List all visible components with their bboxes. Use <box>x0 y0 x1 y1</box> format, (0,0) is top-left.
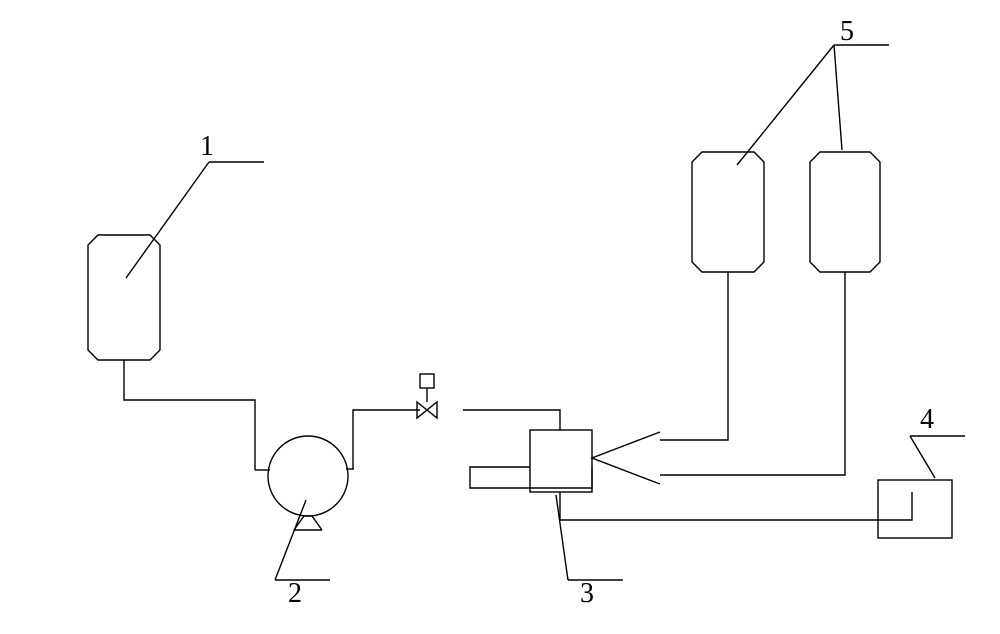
box <box>530 430 592 492</box>
pump <box>268 436 348 516</box>
callout-label: 4 <box>920 404 934 435</box>
box <box>878 480 952 538</box>
tank <box>692 152 764 272</box>
tank <box>88 235 160 360</box>
callout-label: 3 <box>580 578 594 609</box>
callout-label: 5 <box>840 16 854 47</box>
callout-label: 2 <box>288 578 302 609</box>
tank <box>810 152 880 272</box>
process-diagram: 1 2 3 4 5 <box>0 0 1000 634</box>
callout-label: 1 <box>200 131 214 162</box>
